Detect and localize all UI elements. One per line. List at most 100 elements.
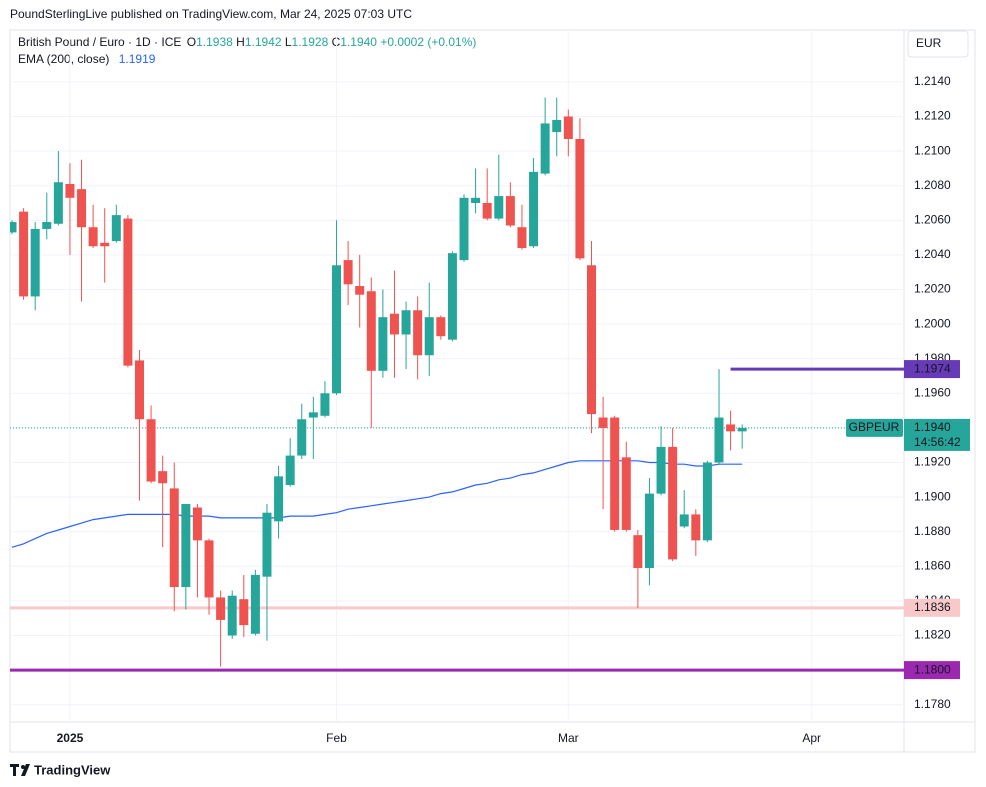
candle-body bbox=[181, 504, 191, 588]
open-value: 1.1938 bbox=[196, 35, 233, 49]
high-key: H bbox=[236, 35, 245, 49]
candle-body bbox=[308, 412, 318, 418]
candle-body bbox=[134, 360, 144, 420]
candle-body bbox=[471, 197, 481, 203]
candle-body bbox=[274, 476, 284, 522]
candle-body bbox=[424, 317, 434, 356]
candle-body bbox=[575, 138, 585, 259]
candle-body bbox=[517, 227, 527, 248]
y-tick-label: 1.2060 bbox=[914, 212, 951, 226]
candle-body bbox=[540, 123, 550, 174]
candle-body bbox=[355, 286, 365, 295]
candle-body bbox=[563, 116, 573, 139]
y-tick-label: 1.1780 bbox=[914, 697, 951, 711]
last-price-box bbox=[904, 418, 970, 451]
candle-body bbox=[19, 211, 29, 297]
candle-body bbox=[552, 119, 562, 133]
x-tick-label: Feb bbox=[326, 731, 347, 745]
ema-value: 1.1919 bbox=[119, 52, 156, 66]
candle-body bbox=[262, 512, 272, 577]
symbol-label: GBPEUR bbox=[849, 420, 900, 434]
candle-body bbox=[494, 196, 504, 219]
currency-box[interactable] bbox=[907, 30, 969, 58]
level-label: 1.1836 bbox=[914, 600, 951, 614]
candle-body bbox=[111, 215, 121, 242]
candle-body bbox=[158, 471, 168, 484]
ema-legend: EMA (200, close) 1.1919 bbox=[18, 52, 156, 66]
symbol-title: British Pound / Euro · 1D · ICE bbox=[18, 35, 181, 49]
candle-body bbox=[702, 462, 712, 541]
x-tick-label: Apr bbox=[802, 731, 821, 745]
open-key: O bbox=[187, 35, 196, 49]
candle-body bbox=[343, 260, 353, 285]
last-price-label: 1.1940 bbox=[914, 420, 951, 434]
close-value: 1.1940 bbox=[340, 35, 377, 49]
candle-body bbox=[505, 196, 515, 226]
ema-name: EMA (200, close) bbox=[18, 52, 109, 66]
candle-body bbox=[459, 197, 469, 261]
candle-body bbox=[378, 317, 388, 371]
y-tick-label: 1.1860 bbox=[914, 558, 951, 572]
candle-body bbox=[737, 427, 747, 432]
candle-body bbox=[88, 227, 98, 247]
low-value: 1.1928 bbox=[292, 35, 329, 49]
y-tick-label: 1.1960 bbox=[914, 385, 951, 399]
candle-body bbox=[332, 265, 342, 394]
level-label-box bbox=[904, 360, 960, 379]
candle-body bbox=[610, 417, 620, 530]
candle-body bbox=[10, 222, 17, 233]
y-tick-label: 1.2020 bbox=[914, 282, 951, 296]
brand-logo bbox=[10, 764, 30, 776]
y-tick-label: 1.1920 bbox=[914, 455, 951, 469]
candle-body bbox=[691, 514, 701, 541]
candle-body bbox=[413, 310, 423, 356]
candle-body bbox=[679, 514, 689, 527]
candle-body bbox=[320, 393, 330, 416]
candle-body bbox=[656, 446, 666, 494]
candle-body bbox=[644, 493, 654, 569]
candle-body bbox=[53, 182, 63, 224]
attribution: PoundSterlingLive published on TradingVi… bbox=[10, 7, 412, 21]
y-tick-label: 1.2000 bbox=[914, 316, 951, 330]
low-key: L bbox=[285, 35, 292, 49]
symbol-box bbox=[846, 418, 903, 437]
candle-body bbox=[401, 310, 411, 335]
y-tick-label: 1.1900 bbox=[914, 489, 951, 503]
candle-body bbox=[436, 317, 446, 337]
currency: EUR bbox=[916, 36, 942, 50]
candle-body bbox=[587, 265, 596, 415]
candle-body bbox=[227, 595, 237, 636]
high-value: 1.1942 bbox=[245, 35, 282, 49]
candle-body bbox=[250, 574, 260, 634]
y-tick-label: 1.2040 bbox=[914, 247, 951, 261]
level-label: 1.1800 bbox=[914, 662, 951, 676]
x-tick-label: Mar bbox=[558, 731, 579, 745]
candle-body bbox=[100, 242, 110, 247]
candle-body bbox=[668, 446, 678, 560]
candle-body bbox=[42, 222, 52, 229]
x-tick-label: 2025 bbox=[57, 731, 84, 745]
level-label-box bbox=[904, 598, 960, 617]
candle-body bbox=[447, 253, 457, 340]
candle-body bbox=[77, 189, 87, 228]
candle-body bbox=[146, 419, 156, 482]
chart-frame bbox=[9, 29, 976, 753]
candle-body bbox=[529, 171, 539, 247]
price-axis: 1.17801.18001.18201.18401.18601.18801.19… bbox=[846, 74, 970, 711]
candle-body bbox=[726, 424, 736, 432]
candle-body bbox=[30, 228, 40, 297]
level-label-box bbox=[904, 661, 960, 680]
y-tick-label: 1.2080 bbox=[914, 178, 951, 192]
candle-body bbox=[366, 291, 376, 371]
candle-body bbox=[169, 488, 179, 588]
candle-body bbox=[285, 455, 295, 485]
candle-body bbox=[482, 203, 492, 219]
candle-body bbox=[239, 599, 249, 626]
candle-body bbox=[297, 419, 307, 456]
candle-body bbox=[204, 540, 214, 598]
y-tick-label: 1.1820 bbox=[914, 628, 951, 642]
change: +0.0002 (+0.01%) bbox=[380, 35, 476, 49]
candle-body bbox=[389, 313, 399, 335]
candle-body bbox=[192, 507, 202, 541]
